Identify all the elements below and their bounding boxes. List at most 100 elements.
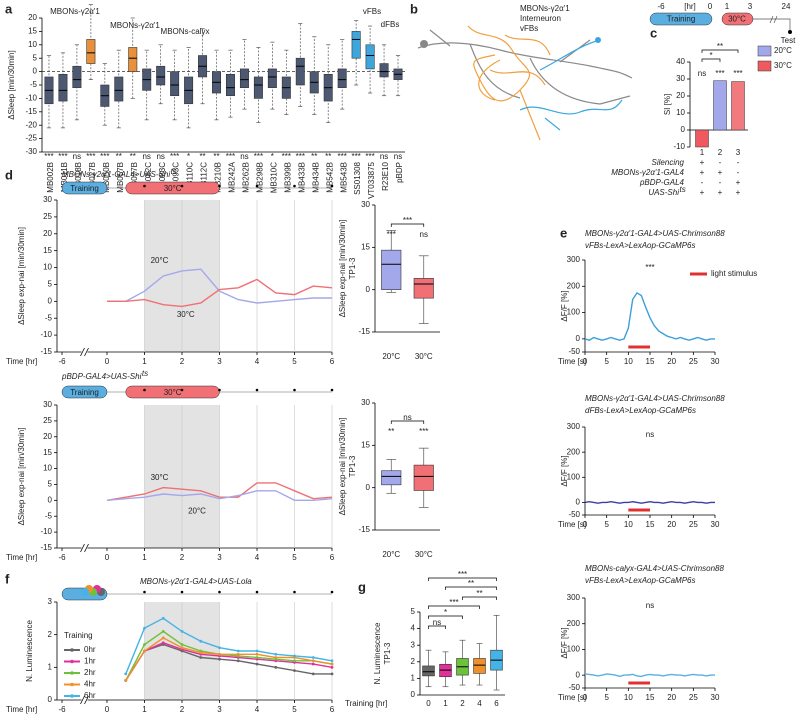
box: [379, 63, 389, 78]
x-tick-label: MB543B: [339, 162, 348, 193]
y-tick-label: 1: [48, 662, 53, 671]
y-axis-label: ΔSleep exp-nai [min/30min]: [338, 418, 347, 516]
series-line: [584, 500, 715, 504]
y-tick-label: -5: [30, 80, 38, 89]
x-tick-label: MB050B: [102, 162, 111, 193]
timeline-dot: [255, 388, 259, 392]
point: [143, 649, 146, 653]
table-cell: -: [719, 178, 722, 187]
timeline-dot: [330, 388, 334, 392]
chart-title: dFBs-LexA>LexAop-GCaMP6s: [585, 406, 696, 415]
axis-break: [80, 695, 85, 705]
x-tick-label: 6: [330, 357, 335, 366]
box: [114, 76, 124, 102]
panel-label: a: [5, 1, 13, 16]
significance-label: ***: [86, 152, 95, 161]
y-axis-label: N. Luminescence: [373, 622, 382, 684]
x-axis-label: Time [hr]: [6, 705, 37, 714]
series-label: 30°C: [177, 310, 195, 319]
x-tick-label: MB434B: [311, 162, 320, 193]
significance-label: **: [388, 427, 394, 436]
timeline-dot: [293, 590, 296, 594]
significance-label: ***: [282, 152, 291, 161]
point: [255, 662, 259, 666]
significance-bracket: [428, 625, 446, 629]
timeline-dot: [218, 184, 221, 188]
series-line: [107, 278, 333, 308]
axis-break: [84, 543, 89, 553]
significance-label: *: [444, 608, 447, 617]
axis-break: [80, 347, 85, 357]
x-tick-label: MB542B: [325, 162, 334, 193]
point: [180, 630, 184, 633]
point: [124, 672, 128, 676]
y-tick-label: 20: [28, 13, 37, 22]
point: [124, 679, 128, 682]
phase: [649, 12, 713, 26]
chart-title: MBONs-γ2α'1-GAL4>UAS-Lola: [140, 577, 252, 586]
table-cell: +: [700, 188, 705, 197]
bar: [713, 80, 727, 131]
y-tick-label: 10: [676, 108, 685, 117]
y-tick-label: -15: [25, 107, 37, 116]
legend-label: 4hr: [84, 680, 96, 689]
y-tick-label: 0: [411, 690, 416, 699]
significance-label: **: [476, 589, 482, 598]
y-tick-label: -50: [568, 510, 580, 519]
y-tick-label: -15: [40, 543, 52, 552]
x-tick-label: 20: [667, 520, 676, 529]
timeline-dot: [293, 184, 296, 188]
legend-label: MBONs-γ2α'1: [520, 4, 570, 13]
row-label: pBDP-GAL4: [639, 178, 685, 187]
x-axis-label: Time [hr]: [6, 553, 37, 562]
x-tick-label: 25: [689, 357, 698, 366]
point: [218, 646, 221, 650]
x-tick-label: MB112C: [200, 162, 209, 193]
legend-title: Training: [64, 631, 93, 640]
legend-label: 30°C: [774, 61, 792, 70]
axis-break: [84, 347, 89, 357]
row-label-sup: ts: [680, 185, 686, 194]
x-tick-label: MB298B: [256, 162, 265, 193]
x-tick-label: 3: [736, 148, 741, 157]
x-tick-label: 2: [718, 148, 723, 157]
point: [236, 652, 240, 656]
y-tick-label: 0: [366, 483, 371, 492]
x-tick-label: MB027B: [88, 162, 97, 193]
significance-label: ns: [698, 69, 706, 78]
x-tick-label: 1: [700, 148, 705, 157]
y-tick-label: 30: [361, 398, 370, 407]
annotation: MBONs-γ2α'1: [50, 7, 100, 16]
series-line: [125, 617, 333, 675]
timeline-dot: [143, 388, 146, 392]
significance-label: ns: [646, 601, 654, 610]
point: [180, 646, 184, 650]
series-label: 20°C: [151, 256, 169, 265]
x-tick-label: -6: [58, 553, 66, 562]
y-tick-label: 5: [48, 280, 53, 289]
significance-label: ns: [394, 152, 402, 161]
y-tick-label: 10: [43, 464, 52, 473]
annotation: MBONs-calyx: [161, 27, 210, 36]
x-tick-label: 2: [180, 705, 185, 714]
x-tick-label: 1: [443, 699, 448, 708]
y-tick-label: 0: [48, 296, 53, 305]
significance-label: ***: [351, 152, 360, 161]
point: [255, 656, 259, 659]
chart-title: MBONs-calyx-GAL4>UAS-Chrimson88: [585, 564, 724, 573]
y-tick-label: 4: [411, 624, 416, 633]
significance-bracket: [428, 605, 480, 609]
y-tick-label: 20: [43, 229, 52, 238]
x-tick-label: 20°C: [382, 352, 400, 361]
y-tick-label: 2: [48, 630, 53, 639]
y-axis-label: SI [%]: [663, 94, 672, 115]
axis-break: [81, 696, 88, 704]
timeline-tick: -6: [657, 2, 665, 11]
significance-label: ns: [73, 152, 81, 161]
axis-break: [81, 544, 88, 552]
significance-label: **: [116, 152, 122, 161]
neuron-drawing: [417, 25, 633, 141]
box: [337, 68, 347, 88]
box: [422, 665, 435, 677]
y-tick-label: -10: [25, 94, 37, 103]
